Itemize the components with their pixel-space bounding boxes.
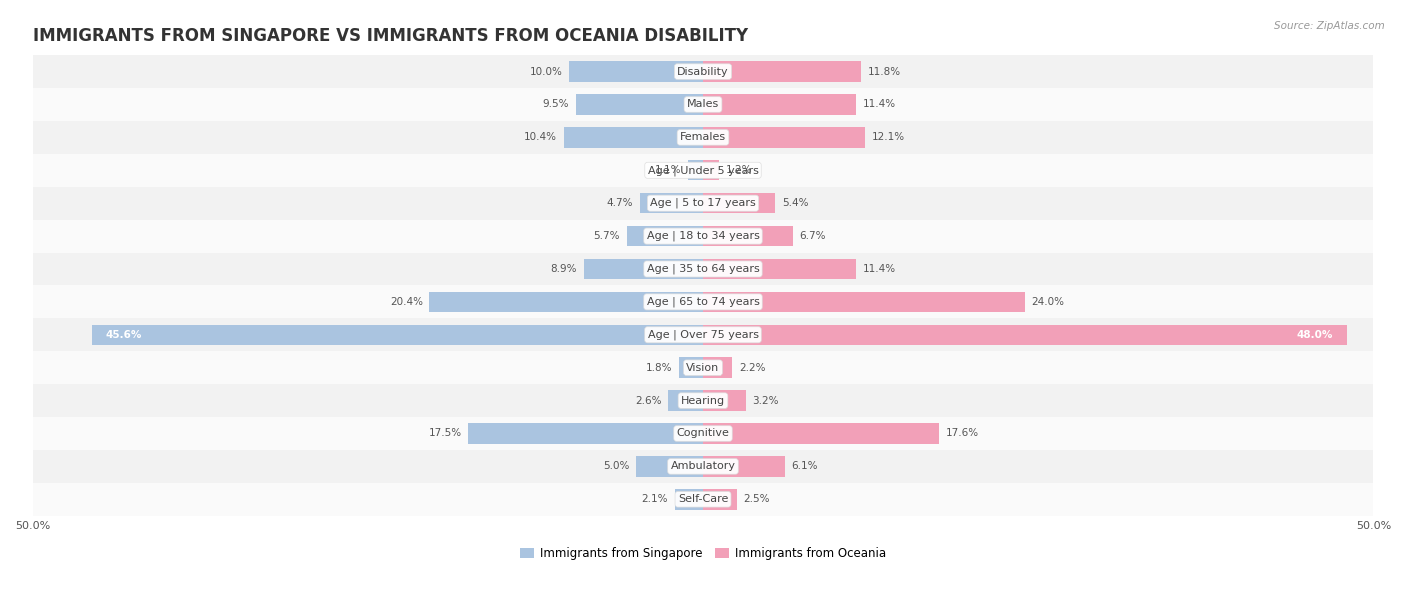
Bar [32, 285, 1374, 318]
Bar [468, 424, 703, 444]
Text: Age | 35 to 64 years: Age | 35 to 64 years [647, 264, 759, 274]
Text: Ambulatory: Ambulatory [671, 461, 735, 471]
Text: 5.7%: 5.7% [593, 231, 620, 241]
Text: 17.6%: 17.6% [946, 428, 979, 439]
Bar [636, 456, 703, 477]
Text: 6.7%: 6.7% [800, 231, 827, 241]
Bar [32, 121, 1374, 154]
Bar [668, 390, 703, 411]
Text: 24.0%: 24.0% [1032, 297, 1064, 307]
Text: 2.5%: 2.5% [744, 494, 769, 504]
Bar [703, 61, 862, 82]
Bar [703, 94, 856, 114]
Bar [703, 489, 737, 510]
Text: Females: Females [681, 132, 725, 143]
Bar [703, 324, 1347, 345]
Bar [32, 55, 1374, 88]
Bar [640, 193, 703, 214]
Bar [569, 61, 703, 82]
Text: Self-Care: Self-Care [678, 494, 728, 504]
Text: 8.9%: 8.9% [551, 264, 576, 274]
Bar [703, 127, 865, 147]
Text: 1.1%: 1.1% [655, 165, 682, 175]
Bar [703, 259, 856, 279]
Text: IMMIGRANTS FROM SINGAPORE VS IMMIGRANTS FROM OCEANIA DISABILITY: IMMIGRANTS FROM SINGAPORE VS IMMIGRANTS … [32, 28, 748, 45]
Bar [32, 450, 1374, 483]
Text: 12.1%: 12.1% [872, 132, 905, 143]
Text: 5.4%: 5.4% [782, 198, 808, 208]
Bar [32, 417, 1374, 450]
Bar [689, 160, 703, 181]
Text: 10.4%: 10.4% [524, 132, 557, 143]
Bar [703, 357, 733, 378]
Text: 2.1%: 2.1% [641, 494, 668, 504]
Text: Age | 18 to 34 years: Age | 18 to 34 years [647, 231, 759, 241]
Text: Age | 65 to 74 years: Age | 65 to 74 years [647, 297, 759, 307]
Text: 10.0%: 10.0% [529, 67, 562, 76]
Bar [679, 357, 703, 378]
Text: 6.1%: 6.1% [792, 461, 818, 471]
Text: 3.2%: 3.2% [752, 395, 779, 406]
Text: 11.4%: 11.4% [862, 100, 896, 110]
Text: Hearing: Hearing [681, 395, 725, 406]
Bar [583, 259, 703, 279]
Text: Vision: Vision [686, 363, 720, 373]
Text: 1.2%: 1.2% [725, 165, 752, 175]
Bar [627, 226, 703, 246]
Legend: Immigrants from Singapore, Immigrants from Oceania: Immigrants from Singapore, Immigrants fr… [516, 543, 890, 565]
Bar [703, 424, 939, 444]
Text: 4.7%: 4.7% [607, 198, 633, 208]
Bar [32, 187, 1374, 220]
Text: 11.8%: 11.8% [868, 67, 901, 76]
Bar [32, 351, 1374, 384]
Bar [703, 456, 785, 477]
Bar [32, 483, 1374, 516]
Bar [32, 154, 1374, 187]
Text: 2.6%: 2.6% [636, 395, 661, 406]
Text: Males: Males [688, 100, 718, 110]
Text: 11.4%: 11.4% [862, 264, 896, 274]
Bar [675, 489, 703, 510]
Text: Age | 5 to 17 years: Age | 5 to 17 years [650, 198, 756, 209]
Bar [703, 226, 793, 246]
Bar [32, 384, 1374, 417]
Bar [703, 390, 747, 411]
Text: 9.5%: 9.5% [543, 100, 569, 110]
Text: Age | Over 75 years: Age | Over 75 years [648, 329, 758, 340]
Text: 1.8%: 1.8% [645, 363, 672, 373]
Bar [703, 193, 775, 214]
Text: Cognitive: Cognitive [676, 428, 730, 439]
Bar [32, 88, 1374, 121]
Text: Disability: Disability [678, 67, 728, 76]
Bar [429, 292, 703, 312]
Bar [575, 94, 703, 114]
Bar [703, 160, 718, 181]
Text: 48.0%: 48.0% [1296, 330, 1333, 340]
Text: Age | Under 5 years: Age | Under 5 years [648, 165, 758, 176]
Text: 20.4%: 20.4% [389, 297, 423, 307]
Text: 5.0%: 5.0% [603, 461, 630, 471]
Bar [32, 318, 1374, 351]
Text: 2.2%: 2.2% [740, 363, 766, 373]
Text: 17.5%: 17.5% [429, 428, 461, 439]
Bar [564, 127, 703, 147]
Bar [91, 324, 703, 345]
Text: Source: ZipAtlas.com: Source: ZipAtlas.com [1274, 21, 1385, 31]
Text: 45.6%: 45.6% [105, 330, 142, 340]
Bar [32, 220, 1374, 253]
Bar [703, 292, 1025, 312]
Bar [32, 253, 1374, 285]
